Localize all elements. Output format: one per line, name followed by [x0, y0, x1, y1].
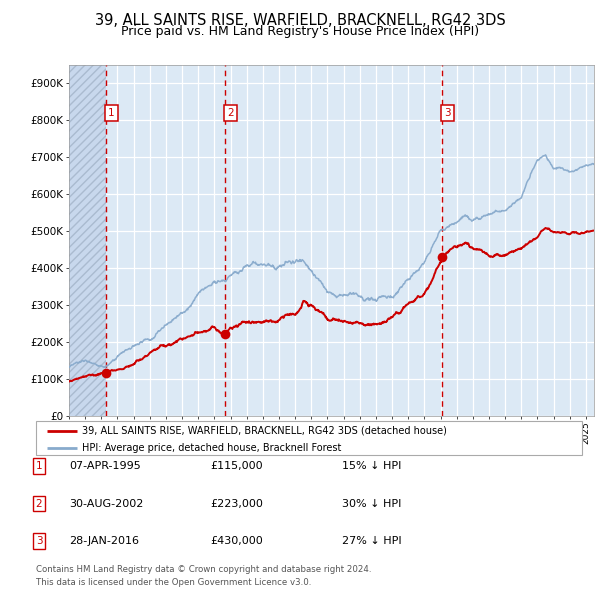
Text: £223,000: £223,000 — [210, 499, 263, 509]
Text: 2: 2 — [227, 108, 234, 118]
Text: £430,000: £430,000 — [210, 536, 263, 546]
Bar — [69, 65, 106, 416]
Text: 15% ↓ HPI: 15% ↓ HPI — [342, 461, 401, 471]
Text: 30% ↓ HPI: 30% ↓ HPI — [342, 499, 401, 509]
Text: 2: 2 — [35, 499, 43, 509]
Text: 30-AUG-2002: 30-AUG-2002 — [69, 499, 143, 509]
Text: 39, ALL SAINTS RISE, WARFIELD, BRACKNELL, RG42 3DS (detached house): 39, ALL SAINTS RISE, WARFIELD, BRACKNELL… — [82, 426, 447, 436]
Text: 3: 3 — [35, 536, 43, 546]
Text: 28-JAN-2016: 28-JAN-2016 — [69, 536, 139, 546]
Text: 1: 1 — [35, 461, 43, 471]
Text: 39, ALL SAINTS RISE, WARFIELD, BRACKNELL, RG42 3DS: 39, ALL SAINTS RISE, WARFIELD, BRACKNELL… — [95, 13, 505, 28]
Text: 1: 1 — [108, 108, 115, 118]
Text: Price paid vs. HM Land Registry's House Price Index (HPI): Price paid vs. HM Land Registry's House … — [121, 25, 479, 38]
Text: 27% ↓ HPI: 27% ↓ HPI — [342, 536, 401, 546]
Text: Contains HM Land Registry data © Crown copyright and database right 2024.
This d: Contains HM Land Registry data © Crown c… — [36, 565, 371, 587]
Text: £115,000: £115,000 — [210, 461, 263, 471]
Text: 07-APR-1995: 07-APR-1995 — [69, 461, 141, 471]
Text: 3: 3 — [444, 108, 451, 118]
FancyBboxPatch shape — [36, 421, 582, 455]
Text: HPI: Average price, detached house, Bracknell Forest: HPI: Average price, detached house, Brac… — [82, 443, 342, 453]
